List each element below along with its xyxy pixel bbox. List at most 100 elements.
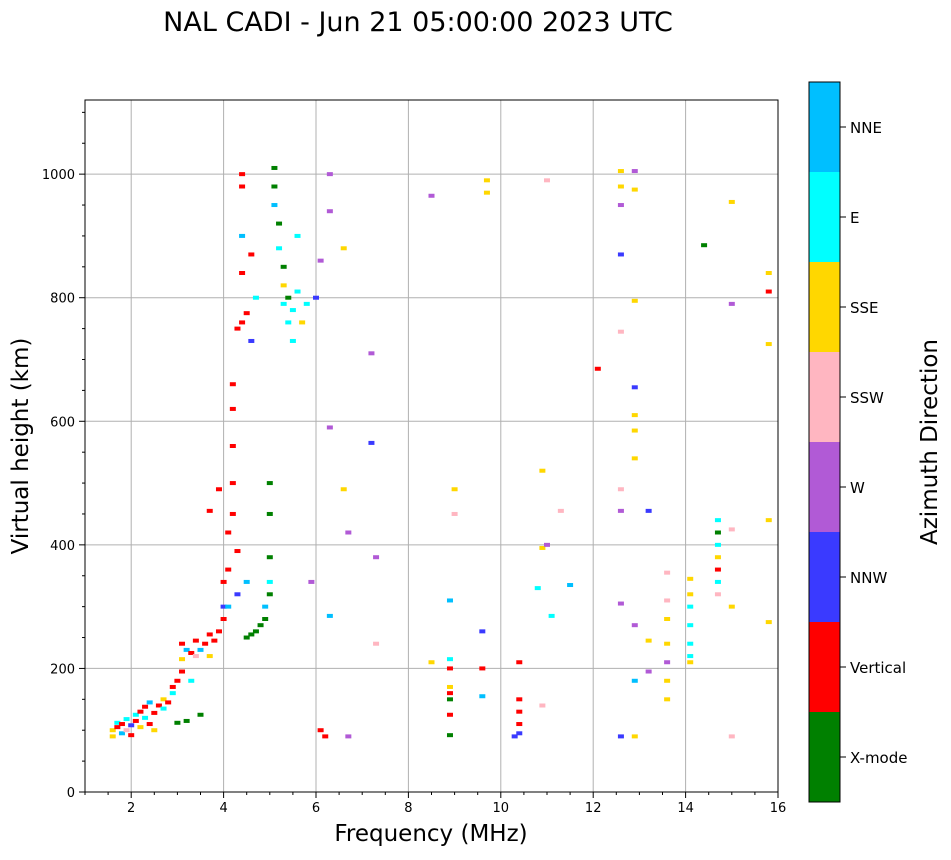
data-point <box>142 715 149 720</box>
data-point <box>151 710 158 715</box>
data-point <box>446 684 453 689</box>
x-tick-label: 4 <box>219 801 227 816</box>
colorbar-segment <box>809 532 840 622</box>
data-point <box>289 338 296 343</box>
data-point <box>631 678 638 683</box>
data-point <box>123 728 130 733</box>
data-point <box>728 301 735 306</box>
data-point <box>132 712 139 717</box>
data-point <box>714 542 721 547</box>
data-point <box>687 641 694 646</box>
colorbar-segment <box>809 712 840 802</box>
data-point <box>262 604 269 609</box>
data-point <box>483 178 490 183</box>
data-point <box>206 654 213 659</box>
data-point <box>687 654 694 659</box>
y-tick-label: 800 <box>50 292 75 307</box>
colorbar-tick-label: Vertical <box>850 659 906 677</box>
data-point <box>701 243 708 248</box>
data-point <box>202 641 209 646</box>
data-point <box>206 632 213 637</box>
colorbar-segment <box>809 352 840 442</box>
data-point <box>368 440 375 445</box>
data-point <box>248 338 255 343</box>
data-point <box>225 567 232 572</box>
data-point <box>687 623 694 628</box>
data-point <box>664 697 671 702</box>
data-point <box>631 456 638 461</box>
colorbar-segment <box>809 622 840 712</box>
data-point <box>299 320 306 325</box>
data-point <box>340 246 347 251</box>
data-point <box>192 654 199 659</box>
data-point <box>728 199 735 204</box>
data-point <box>225 530 232 535</box>
data-point <box>326 209 333 214</box>
data-point <box>714 579 721 584</box>
data-point <box>165 700 172 705</box>
data-point <box>631 298 638 303</box>
data-point <box>225 604 232 609</box>
data-point <box>645 638 652 643</box>
x-tick-label: 8 <box>404 801 412 816</box>
y-tick-label: 1000 <box>42 168 75 183</box>
data-point <box>215 629 222 634</box>
data-point <box>714 555 721 560</box>
data-point <box>446 666 453 671</box>
data-point <box>285 320 292 325</box>
data-point <box>252 295 259 300</box>
data-point <box>114 725 121 730</box>
data-point <box>428 660 435 665</box>
data-point <box>728 527 735 532</box>
data-point <box>243 579 250 584</box>
data-point <box>714 530 721 535</box>
data-point <box>174 720 181 725</box>
data-point <box>548 613 555 618</box>
data-point <box>373 641 380 646</box>
y-axis-label: Virtual height (km) <box>8 338 34 555</box>
data-point <box>368 351 375 356</box>
data-point <box>322 734 329 739</box>
data-point <box>118 722 125 727</box>
data-point <box>765 342 772 347</box>
data-point <box>664 598 671 603</box>
data-point <box>252 629 259 634</box>
grid-lines <box>85 100 779 793</box>
data-point <box>326 425 333 430</box>
data-point <box>234 326 241 331</box>
data-point <box>728 734 735 739</box>
data-point <box>617 329 624 334</box>
data-point <box>220 617 227 621</box>
data-point <box>765 271 772 275</box>
y-tick-label: 200 <box>50 662 75 677</box>
data-point <box>206 508 213 513</box>
data-point <box>446 691 453 696</box>
data-point <box>183 647 190 652</box>
data-point <box>160 706 167 711</box>
colorbar-frame <box>808 81 841 803</box>
data-point <box>114 720 121 725</box>
data-point <box>266 511 273 516</box>
x-tick-label: 6 <box>312 801 320 816</box>
data-point <box>118 731 125 736</box>
data-point <box>211 638 218 643</box>
data-point <box>446 712 453 717</box>
data-point <box>664 617 671 621</box>
data-point <box>276 221 283 226</box>
data-point <box>294 289 301 294</box>
data-point <box>631 413 638 418</box>
data-point <box>146 700 153 705</box>
data-point <box>446 733 453 738</box>
data-point <box>188 678 195 683</box>
data-point <box>146 722 153 727</box>
data-point <box>765 518 772 523</box>
data-point <box>544 178 550 183</box>
data-point <box>137 709 144 714</box>
y-axis-ticks: 0 200 400 600 800 1000 <box>42 111 85 801</box>
data-point <box>169 684 176 689</box>
data-point <box>516 697 523 702</box>
colorbar-segment <box>809 442 840 532</box>
data-point <box>266 481 273 486</box>
data-point <box>109 734 116 739</box>
